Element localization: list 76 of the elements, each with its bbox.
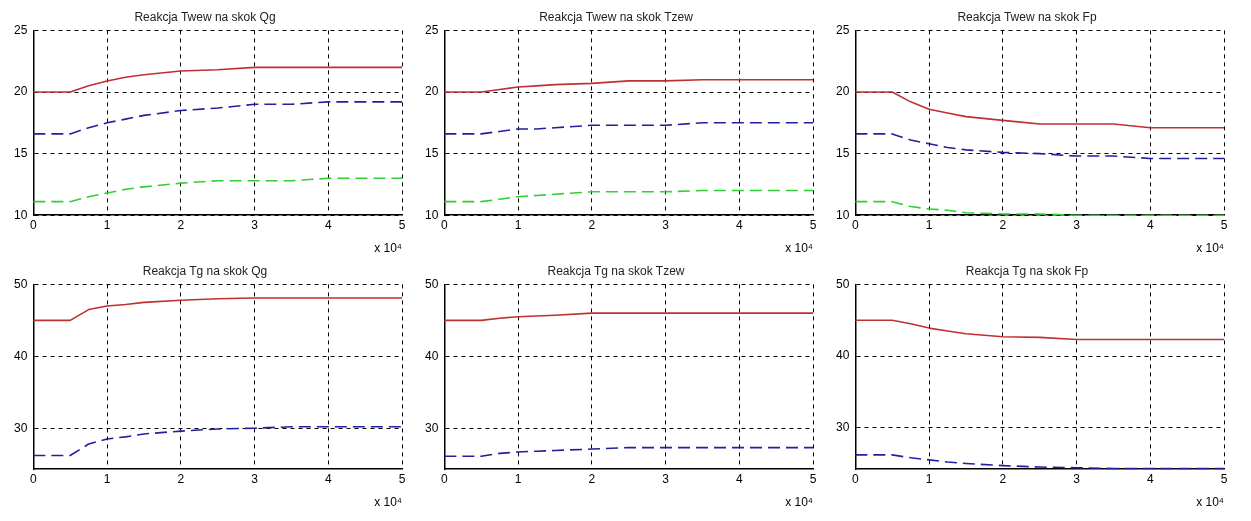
x-tick-label: 4 — [735, 471, 743, 486]
chart-title: Reakcja Tg na skok Tzew — [547, 263, 685, 278]
chart-title: Reakcja Twew na skok Fp — [957, 9, 1097, 24]
y-tick-label: 30 — [835, 419, 850, 434]
y-tick-label: 10 — [13, 207, 28, 222]
y-tick-label: 50 — [424, 276, 439, 291]
chart-title: Reakcja Tg na skok Qg — [142, 263, 268, 278]
x-axis-title: x 10⁴ — [1196, 241, 1224, 256]
x-tick-label: 1 — [514, 217, 522, 232]
chart-title: Reakcja Tg na skok Fp — [965, 263, 1089, 278]
y-tick-label: 25 — [13, 22, 28, 37]
x-tick-label: 5 — [398, 217, 406, 232]
x-tick-label: 5 — [809, 217, 817, 232]
y-tick-label: 10 — [424, 207, 439, 222]
line-series — [32, 177, 403, 203]
x-tick-label: 3 — [251, 471, 259, 486]
y-tick-label: 40 — [424, 348, 439, 363]
x-tick-label: 4 — [735, 217, 743, 232]
line-series — [443, 122, 814, 135]
x-tick-label: 2 — [177, 217, 185, 232]
x-axis-title: x 10⁴ — [1196, 495, 1224, 510]
chart-title: Reakcja Twew na skok Qg — [134, 9, 276, 24]
x-tick-label: 4 — [1146, 471, 1154, 486]
y-tick-label: 25 — [835, 22, 850, 37]
y-tick-label: 40 — [13, 348, 28, 363]
x-tick-label: 2 — [999, 217, 1007, 232]
x-tick-label: 0 — [441, 217, 448, 232]
line-series — [854, 133, 1225, 160]
x-tick-label: 1 — [514, 471, 522, 486]
y-tick-label: 15 — [835, 145, 850, 160]
x-tick-label: 0 — [30, 471, 37, 486]
line-series — [32, 425, 403, 457]
x-tick-label: 2 — [177, 471, 185, 486]
y-tick-label: 30 — [424, 420, 439, 435]
x-tick-label: 1 — [103, 471, 111, 486]
x-tick-label: 5 — [1220, 471, 1228, 486]
x-tick-label: 0 — [852, 471, 859, 486]
y-tick-label: 25 — [424, 22, 439, 37]
x-tick-label: 2 — [999, 471, 1007, 486]
line-series — [32, 101, 403, 135]
x-tick-label: 1 — [925, 217, 933, 232]
y-tick-label: 15 — [424, 145, 439, 160]
y-tick-label: 20 — [424, 84, 439, 99]
x-axis-title: x 10⁴ — [374, 495, 402, 510]
x-tick-label: 3 — [662, 217, 670, 232]
y-tick-label: 50 — [13, 276, 28, 291]
x-tick-label: 3 — [251, 217, 259, 232]
x-axis-title: x 10⁴ — [785, 241, 813, 256]
x-tick-label: 3 — [1073, 217, 1081, 232]
x-tick-label: 0 — [30, 217, 37, 232]
y-tick-label: 20 — [13, 84, 28, 99]
x-tick-label: 5 — [398, 471, 406, 486]
x-tick-label: 2 — [588, 471, 596, 486]
x-tick-label: 1 — [925, 471, 933, 486]
x-tick-label: 0 — [852, 217, 859, 232]
x-tick-label: 5 — [1220, 217, 1228, 232]
y-tick-label: 30 — [13, 420, 28, 435]
x-tick-label: 4 — [324, 471, 332, 486]
x-tick-label: 3 — [662, 471, 670, 486]
x-tick-label: 5 — [809, 471, 817, 486]
y-tick-label: 50 — [835, 276, 850, 291]
chart-title: Reakcja Twew na skok Tzew — [539, 9, 694, 24]
y-tick-label: 15 — [13, 145, 28, 160]
x-tick-label: 4 — [324, 217, 332, 232]
x-tick-label: 4 — [1146, 217, 1154, 232]
y-tick-label: 20 — [835, 84, 850, 99]
y-tick-label: 40 — [835, 348, 850, 363]
x-tick-label: 0 — [441, 471, 448, 486]
x-tick-label: 3 — [1073, 471, 1081, 486]
x-axis-title: x 10⁴ — [374, 241, 402, 256]
x-axis-title: x 10⁴ — [785, 495, 813, 510]
x-tick-label: 2 — [588, 217, 596, 232]
line-series — [443, 446, 814, 458]
y-tick-label: 10 — [835, 207, 850, 222]
x-tick-label: 1 — [103, 217, 111, 232]
line-series — [443, 189, 814, 203]
